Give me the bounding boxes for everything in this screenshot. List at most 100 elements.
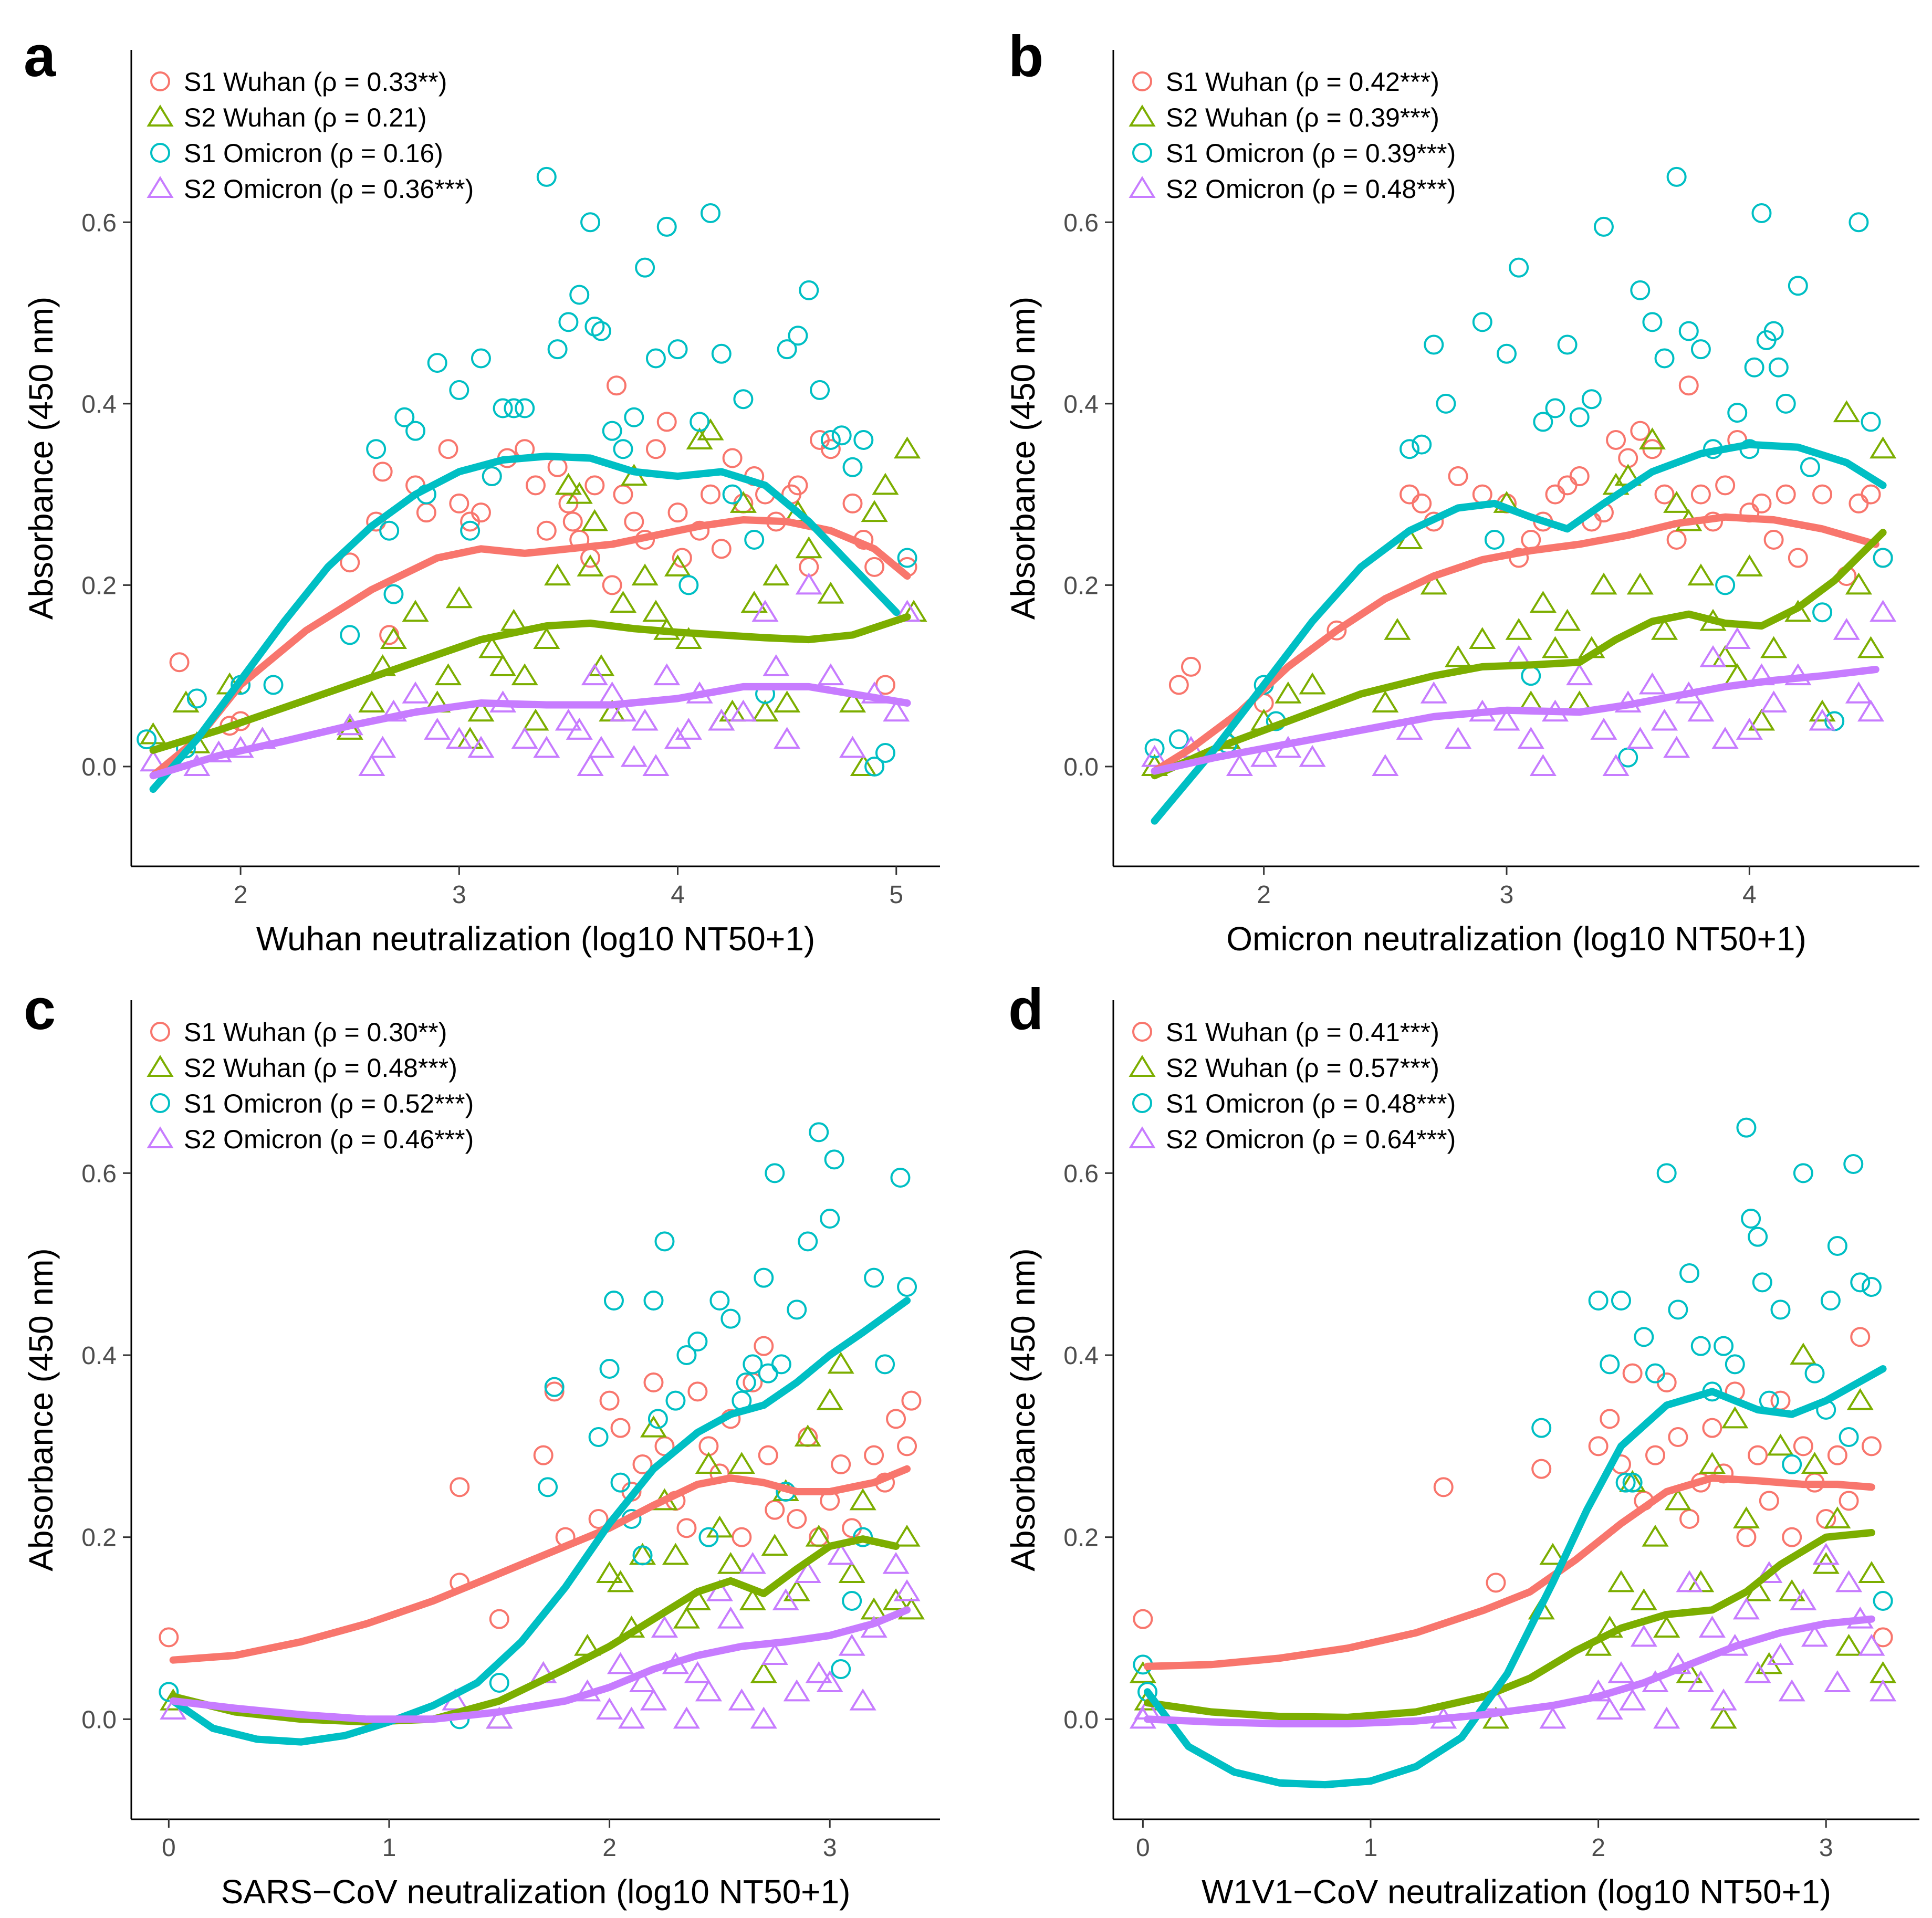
series-s2-wuhan [160, 1351, 925, 1729]
x-axis-title: Omicron neutralization (log10 NT50+1) [1226, 920, 1806, 958]
legend-key-circle [1132, 71, 1152, 91]
legend-key-circle [150, 71, 170, 91]
x-axis-title: W1V1−CoV neutralization (log10 NT50+1) [1202, 1873, 1831, 1911]
data-point [1372, 754, 1399, 776]
data-point [1600, 1409, 1620, 1429]
data-point [1299, 745, 1326, 767]
panel-letter: c [24, 977, 56, 1042]
data-point [675, 627, 702, 649]
x-tick-label: 4 [1742, 881, 1757, 909]
data-point [842, 1518, 862, 1538]
data-point [1760, 690, 1788, 712]
data-point [1699, 645, 1727, 667]
data-point [1424, 334, 1444, 355]
data-point [750, 1661, 777, 1683]
data-point [1702, 1418, 1722, 1438]
data-point [402, 681, 429, 704]
y-tick-label: 0.2 [1063, 1524, 1099, 1552]
data-point [1521, 666, 1541, 686]
data-point [761, 1534, 788, 1556]
data-point [664, 554, 692, 577]
data-point [894, 436, 921, 459]
data-point [1835, 1570, 1863, 1592]
data-point [1484, 530, 1505, 550]
data-point [511, 663, 538, 686]
data-point [380, 627, 408, 649]
data-point [379, 520, 400, 541]
data-point [544, 1381, 565, 1402]
data-point [751, 699, 779, 722]
y-tick-label: 0.4 [1063, 1342, 1099, 1370]
data-point [607, 1652, 634, 1674]
data-point [695, 1452, 722, 1474]
data-point [1517, 727, 1544, 749]
data-point [1711, 645, 1739, 667]
data-point [763, 563, 790, 586]
data-point [1763, 530, 1784, 550]
data-point [853, 429, 874, 450]
data-point [1778, 1679, 1805, 1702]
data-point [1857, 699, 1885, 722]
data-point [717, 1552, 744, 1574]
data-point [613, 439, 633, 459]
y-tick-label: 0.4 [1063, 391, 1099, 418]
data-point [1493, 708, 1520, 731]
data-point [1607, 1661, 1635, 1683]
data-point [1607, 1570, 1635, 1592]
data-point [1581, 389, 1602, 410]
data-point [1654, 484, 1675, 505]
data-point [733, 389, 754, 410]
data-point [449, 380, 469, 400]
data-point [599, 1390, 620, 1411]
data-point [1736, 717, 1763, 740]
data-point [743, 1354, 763, 1375]
data-point [1505, 617, 1532, 640]
data-point [358, 754, 385, 776]
data-point [853, 1527, 873, 1547]
series-s2-wuhan [1141, 400, 1897, 776]
data-point [1824, 1506, 1851, 1528]
y-tick-label: 0.2 [81, 572, 117, 600]
data-point [489, 1609, 509, 1629]
data-point [875, 1354, 895, 1375]
legend-key-triangle [147, 176, 174, 198]
series-s1-omicron [1133, 1117, 1893, 1702]
data-point [758, 1363, 778, 1384]
data-point [1529, 591, 1557, 613]
data-point [1698, 1616, 1726, 1638]
data-point [842, 1591, 862, 1611]
data-point [787, 1299, 807, 1320]
data-point [1843, 1154, 1864, 1174]
data-point [450, 1477, 470, 1497]
data-point [1679, 1263, 1700, 1283]
data-point [1448, 466, 1468, 487]
data-point [427, 353, 447, 373]
data-point [754, 1336, 774, 1356]
x-tick-label: 3 [1500, 881, 1514, 909]
data-point [159, 1627, 179, 1648]
y-tick-label: 0.2 [1063, 572, 1099, 600]
data-point [1679, 1509, 1700, 1529]
data-point [629, 1670, 656, 1692]
data-point [599, 1359, 620, 1379]
data-point [1630, 1624, 1657, 1647]
panel-letter: d [1008, 977, 1043, 1042]
data-point [402, 600, 429, 622]
data-point [729, 699, 757, 722]
data-point [709, 1291, 730, 1311]
data-point [1751, 493, 1772, 513]
legend-key-circle [150, 143, 170, 163]
data-point [1412, 434, 1432, 455]
data-point [1748, 1445, 1768, 1465]
data-point [533, 627, 560, 649]
data-point [1569, 407, 1590, 427]
data-point [533, 1445, 554, 1465]
data-point [1651, 617, 1678, 640]
y-tick-label: 0.0 [81, 1706, 117, 1734]
data-point [504, 398, 524, 418]
data-point [722, 484, 743, 505]
legend-key-circle [150, 1093, 170, 1113]
data-point [602, 575, 622, 595]
data-point [1744, 1661, 1771, 1683]
legend-label: S2 Wuhan (ρ = 0.21) [184, 103, 427, 132]
